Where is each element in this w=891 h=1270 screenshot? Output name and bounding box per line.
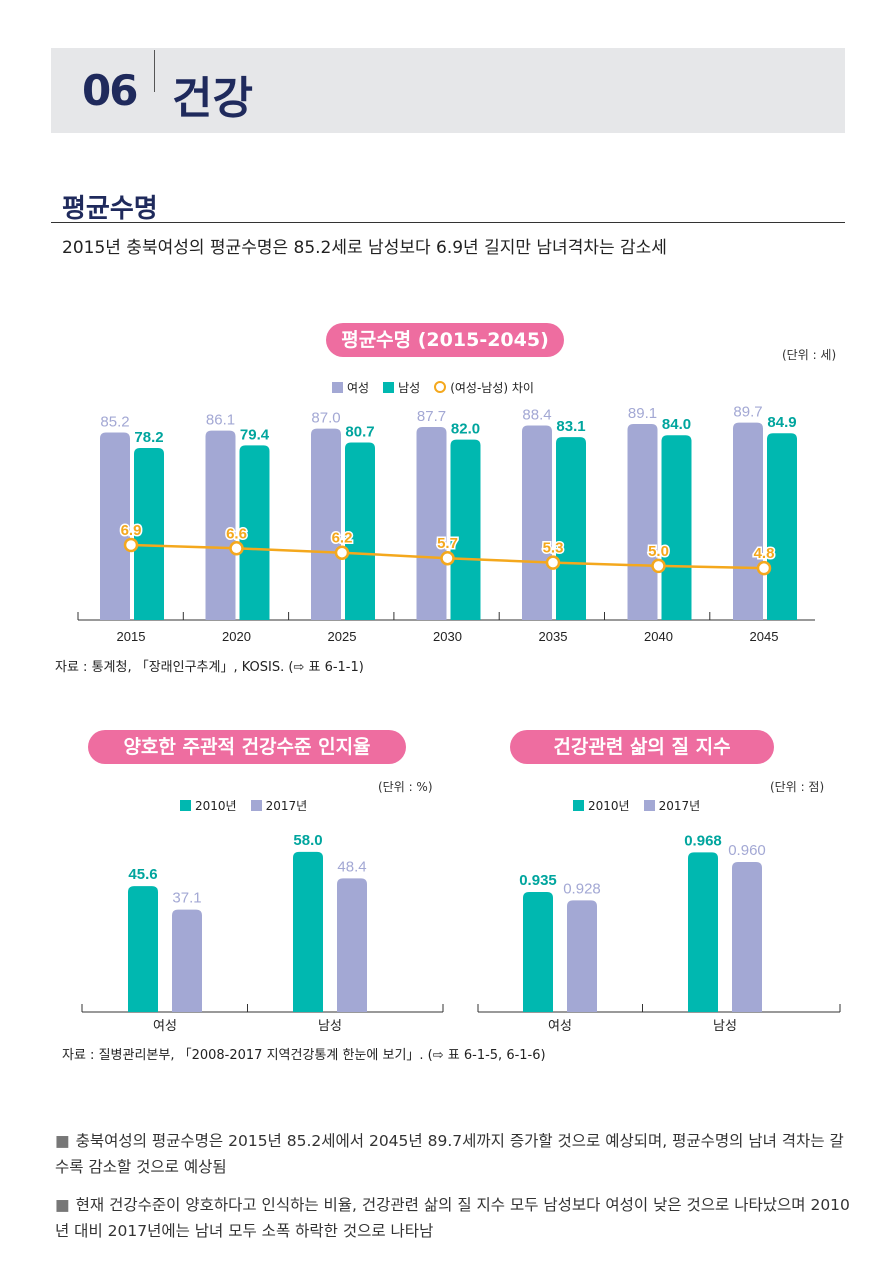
data-label-male: 84.0 xyxy=(662,416,691,433)
data-label-female: 89.7 xyxy=(733,404,762,421)
gap-label: 5.7 xyxy=(437,535,458,552)
chart-legend: 2010년 2017년 xyxy=(573,797,700,814)
bar-female xyxy=(416,427,447,620)
gap-label: 4.8 xyxy=(754,545,775,562)
bar-2010 xyxy=(523,892,553,1012)
gap-point xyxy=(229,541,244,556)
chapter-title: 건강 xyxy=(172,73,253,124)
data-label-2010: 0.968 xyxy=(684,832,722,849)
bar-female xyxy=(627,423,658,620)
chart-unit: (단위 : 점) xyxy=(770,780,825,794)
bar-male xyxy=(450,439,481,620)
data-label-2010: 45.6 xyxy=(128,866,157,883)
divider xyxy=(154,50,155,92)
data-label-2017: 48.4 xyxy=(337,858,366,875)
chart-legend: 2010년 2017년 xyxy=(180,797,307,814)
data-label-male: 83.1 xyxy=(556,418,585,435)
data-label-female: 85.2 xyxy=(100,414,129,431)
gap-point xyxy=(440,550,455,566)
data-label-male: 84.9 xyxy=(767,414,796,431)
bar-2017 xyxy=(567,900,597,1012)
section-title: 평균수명 xyxy=(62,194,158,224)
legend-female: 여성 xyxy=(332,379,369,396)
bar-2010 xyxy=(688,852,718,1012)
chart-title: 건강관련 삶의 질 지수 xyxy=(510,730,774,764)
x-tick-label: 2020 xyxy=(222,629,251,644)
bar-2017 xyxy=(337,878,367,1012)
data-label-female: 87.7 xyxy=(417,408,446,425)
bullet-item: ■ 충북여성의 평균수명은 2015년 85.2세에서 2045년 89.7세까지… xyxy=(55,1132,844,1176)
gap-label: 5.0 xyxy=(648,543,669,560)
chart-source: 자료 : 질병관리본부, 「2008-2017 지역건강통계 한눈에 보기」. … xyxy=(62,1048,546,1063)
gap-point xyxy=(545,555,561,570)
bar-male xyxy=(661,435,692,620)
gap-label: 6.6 xyxy=(226,525,247,542)
gap-point xyxy=(123,537,139,553)
data-label-male: 82.0 xyxy=(451,421,480,438)
bar-male xyxy=(556,437,586,620)
bar-male xyxy=(345,442,375,620)
data-label-2010: 0.935 xyxy=(519,872,557,889)
chart-unit: (단위 : %) xyxy=(378,780,433,794)
chart-title: 평균수명 (2015-2045) xyxy=(326,323,564,357)
bar-2017 xyxy=(732,862,762,1012)
legend-2010: 2010년 xyxy=(180,797,237,814)
bar-female xyxy=(205,430,236,620)
data-label-male: 78.2 xyxy=(134,429,163,446)
section-subtitle: 2015년 충북여성의 평균수명은 85.2세로 남성보다 6.9년 길지만 남… xyxy=(62,238,667,258)
legend-2017: 2017년 xyxy=(643,797,700,814)
chapter-header xyxy=(51,48,845,133)
gap-point xyxy=(334,545,350,560)
bar-male xyxy=(134,447,164,620)
x-tick-label: 여성 xyxy=(548,1018,572,1033)
chart-legend: 여성 남성 (여성-남성) 차이 xyxy=(332,379,534,396)
bar-2010 xyxy=(128,886,158,1012)
chart-title: 양호한 주관적 건강수준 인지율 xyxy=(88,730,406,764)
gap-point xyxy=(651,558,666,574)
bar-female xyxy=(522,425,552,620)
legend-2017: 2017년 xyxy=(250,797,307,814)
data-label-female: 87.0 xyxy=(311,410,340,427)
chart-source: 자료 : 통계청, 「장래인구추계」, KOSIS. (⇨ 표 6-1-1) xyxy=(55,660,364,675)
legend-2010: 2010년 xyxy=(573,797,630,814)
gap-point xyxy=(756,560,772,576)
data-label-2017: 37.1 xyxy=(172,890,201,907)
chart-unit: (단위 : 세) xyxy=(782,348,837,362)
x-tick-label: 2040 xyxy=(644,629,673,644)
bar-female xyxy=(311,428,341,620)
data-label-female: 88.4 xyxy=(522,407,551,424)
divider xyxy=(51,222,845,223)
x-tick-label: 2045 xyxy=(750,629,779,644)
data-label-male: 80.7 xyxy=(345,423,374,440)
bar-2017 xyxy=(172,909,202,1012)
legend-gap: (여성-남성) 차이 xyxy=(434,379,534,396)
x-tick-label: 남성 xyxy=(713,1018,737,1033)
data-label-female: 86.1 xyxy=(206,412,235,429)
bar-female xyxy=(733,422,763,620)
x-tick-label: 여성 xyxy=(153,1018,177,1033)
data-label-2017: 0.960 xyxy=(728,842,766,859)
bar-female xyxy=(100,432,130,620)
bar-male xyxy=(767,433,797,620)
chapter-number: 06 xyxy=(82,66,138,115)
x-tick-label: 2030 xyxy=(433,629,462,644)
bullet-item: ■ 현재 건강수준이 양호하다고 인식하는 비율, 건강관련 삶의 질 지수 모두… xyxy=(55,1196,850,1240)
gap-label: 6.2 xyxy=(332,530,353,547)
legend-male: 남성 xyxy=(383,379,420,396)
data-label-male: 79.4 xyxy=(240,426,270,443)
x-tick-label: 2015 xyxy=(117,629,146,644)
gap-label: 6.9 xyxy=(121,522,142,539)
data-label-2010: 58.0 xyxy=(293,832,322,849)
data-label-2017: 0.928 xyxy=(563,880,601,897)
bar-2010 xyxy=(293,851,323,1012)
x-tick-label: 남성 xyxy=(318,1018,342,1033)
bar-male xyxy=(239,445,270,620)
data-label-female: 89.1 xyxy=(628,405,657,422)
x-tick-label: 2035 xyxy=(539,629,568,644)
gap-label: 5.3 xyxy=(543,540,564,557)
x-tick-label: 2025 xyxy=(328,629,357,644)
